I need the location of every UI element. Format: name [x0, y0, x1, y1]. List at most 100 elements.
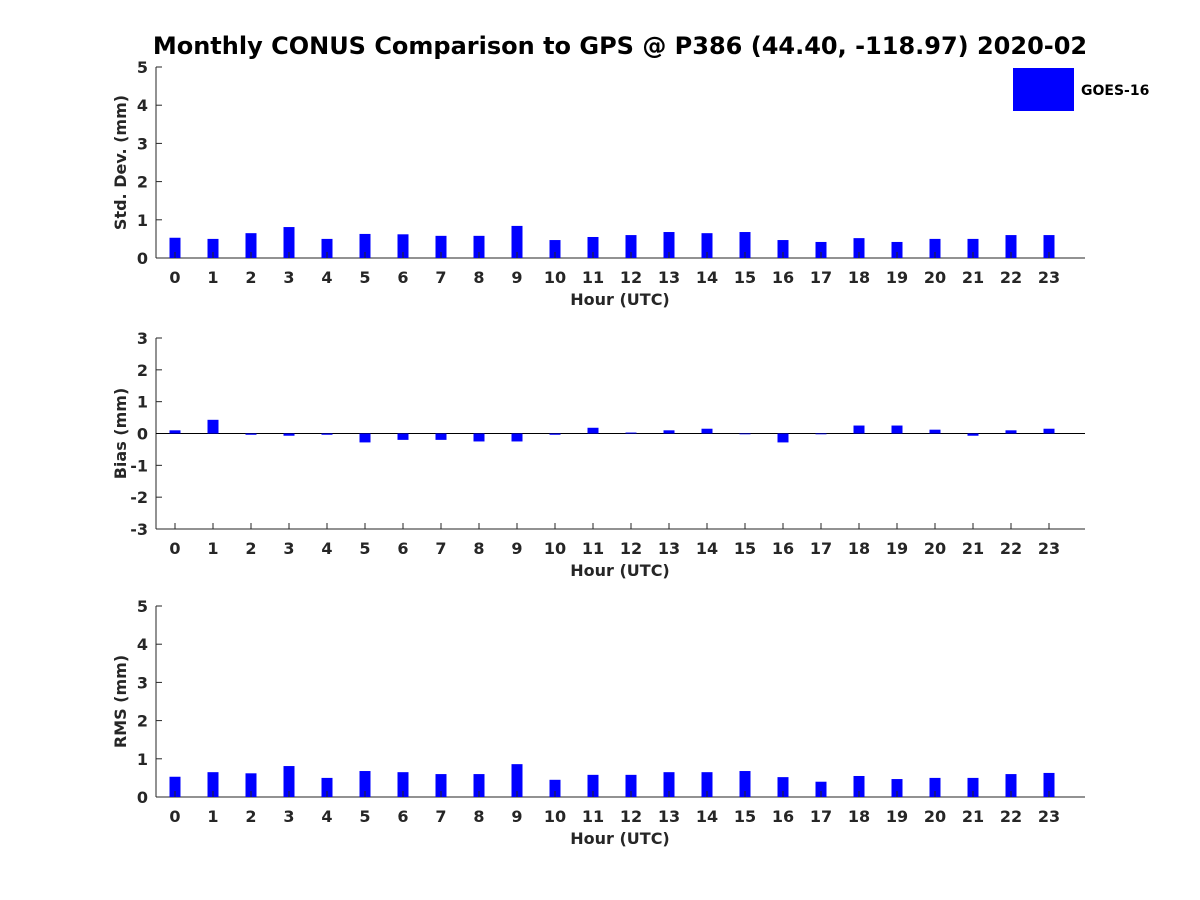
- bias-x-tick-label: 9: [511, 539, 522, 558]
- stddev-bar-hour-1: [207, 238, 219, 258]
- bias-x-tick-label: 12: [620, 539, 642, 558]
- stddev-x-tick-label: 23: [1038, 268, 1060, 287]
- bias-y-axis-label: Bias (mm): [111, 388, 130, 480]
- stddev-bar-hour-9: [511, 225, 523, 258]
- rms-bar-hour-0: [169, 776, 181, 797]
- bias-x-tick-label: 19: [886, 539, 908, 558]
- bias-x-tick-label: 23: [1038, 539, 1060, 558]
- rms-x-tick-label: 0: [169, 807, 180, 826]
- stddev-x-tick-label: 21: [962, 268, 984, 287]
- bias-bar-hour-11: [587, 427, 599, 434]
- stddev-x-tick-label: 18: [848, 268, 870, 287]
- rms-bar-hour-22: [1005, 774, 1017, 797]
- bias-bar-hour-3: [283, 433, 295, 436]
- rms-bar-hour-18: [853, 775, 865, 797]
- bias-bar-hour-14: [701, 428, 713, 434]
- rms-x-tick-label: 10: [544, 807, 566, 826]
- stddev-bar-hour-22: [1005, 235, 1017, 258]
- rms-x-tick-label: 23: [1038, 807, 1060, 826]
- rms-x-axis-label: Hour (UTC): [570, 829, 670, 848]
- stddev-x-tick-label: 17: [810, 268, 832, 287]
- bias-x-tick-label: 6: [397, 539, 408, 558]
- stddev-x-tick-label: 4: [321, 268, 332, 287]
- stddev-bar-hour-4: [321, 238, 333, 258]
- bias-x-tick-label: 20: [924, 539, 946, 558]
- stddev-x-tick-label: 7: [435, 268, 446, 287]
- rms-x-tick-label: 7: [435, 807, 446, 826]
- stddev-x-tick-label: 13: [658, 268, 680, 287]
- bias-bar-hour-18: [853, 425, 865, 434]
- bias-y-tick-label: -3: [130, 520, 148, 539]
- stddev-bar-hour-0: [169, 237, 181, 258]
- chart-title: Monthly CONUS Comparison to GPS @ P386 (…: [153, 32, 1087, 60]
- stddev-y-tick-label: 0: [137, 249, 148, 268]
- rms-bar-hour-8: [473, 774, 485, 797]
- bias-bar-hour-7: [435, 433, 447, 440]
- bias-y-tick-label: 3: [137, 329, 148, 348]
- stddev-bar-hour-6: [397, 234, 409, 258]
- stddev-bar-hour-18: [853, 238, 865, 258]
- rms-bar-hour-6: [397, 772, 409, 797]
- rms-x-tick-label: 13: [658, 807, 680, 826]
- rms-x-tick-label: 8: [473, 807, 484, 826]
- bias-bar-hour-19: [891, 425, 903, 434]
- stddev-x-tick-label: 22: [1000, 268, 1022, 287]
- rms-x-tick-label: 12: [620, 807, 642, 826]
- rms-y-axis-label: RMS (mm): [111, 655, 130, 748]
- rms-x-tick-label: 21: [962, 807, 984, 826]
- stddev-bar-hour-12: [625, 235, 637, 258]
- stddev-x-tick-label: 20: [924, 268, 946, 287]
- bias-y-tick-label: 1: [137, 393, 148, 412]
- bias-bar-hour-21: [967, 433, 979, 436]
- stddev-y-tick-label: 5: [137, 58, 148, 77]
- stddev-y-tick-label: 2: [137, 173, 148, 192]
- rms-y-tick-label: 3: [137, 673, 148, 692]
- rms-bar-hour-9: [511, 764, 523, 797]
- bias-x-tick-label: 11: [582, 539, 604, 558]
- stddev-bar-hour-2: [245, 233, 257, 258]
- rms-x-tick-label: 15: [734, 807, 756, 826]
- bias-x-tick-label: 14: [696, 539, 718, 558]
- bias-y-tick-label: -1: [130, 456, 148, 475]
- rms-bar-hour-1: [207, 772, 219, 797]
- stddev-bar-hour-10: [549, 240, 561, 258]
- bias-x-axis-label: Hour (UTC): [570, 561, 670, 580]
- stddev-bar-hour-5: [359, 233, 371, 258]
- rms-bar-hour-5: [359, 771, 371, 797]
- stddev-bar-hour-7: [435, 235, 447, 258]
- stddev-bar-hour-3: [283, 227, 295, 258]
- rms-x-tick-label: 5: [359, 807, 370, 826]
- rms-bar-hour-21: [967, 777, 979, 797]
- stddev-x-tick-label: 9: [511, 268, 522, 287]
- rms-x-tick-label: 6: [397, 807, 408, 826]
- rms-x-tick-label: 4: [321, 807, 332, 826]
- stddev-x-tick-label: 10: [544, 268, 566, 287]
- stddev-x-tick-label: 1: [207, 268, 218, 287]
- bias-x-tick-label: 18: [848, 539, 870, 558]
- stddev-x-tick-label: 8: [473, 268, 484, 287]
- rms-x-tick-label: 3: [283, 807, 294, 826]
- stddev-y-tick-label: 4: [137, 96, 148, 115]
- rms-x-tick-label: 19: [886, 807, 908, 826]
- stddev-bar-hour-8: [473, 235, 485, 258]
- rms-x-tick-label: 22: [1000, 807, 1022, 826]
- bias-x-tick-label: 10: [544, 539, 566, 558]
- rms-y-tick-label: 1: [137, 750, 148, 769]
- bias-x-tick-label: 8: [473, 539, 484, 558]
- bias-x-tick-label: 2: [245, 539, 256, 558]
- rms-x-tick-label: 14: [696, 807, 718, 826]
- bias-x-tick-label: 1: [207, 539, 218, 558]
- stddev-x-tick-label: 6: [397, 268, 408, 287]
- stddev-bar-hour-13: [663, 232, 675, 258]
- rms-bar-hour-13: [663, 772, 675, 797]
- bias-bar-hour-17: [815, 433, 827, 435]
- bias-y-tick-label: 2: [137, 361, 148, 380]
- rms-x-tick-label: 18: [848, 807, 870, 826]
- bias-x-tick-label: 13: [658, 539, 680, 558]
- bias-bar-hour-23: [1043, 428, 1055, 434]
- bias-x-tick-label: 0: [169, 539, 180, 558]
- rms-bar-hour-17: [815, 781, 827, 797]
- bias-bar-hour-6: [397, 433, 409, 440]
